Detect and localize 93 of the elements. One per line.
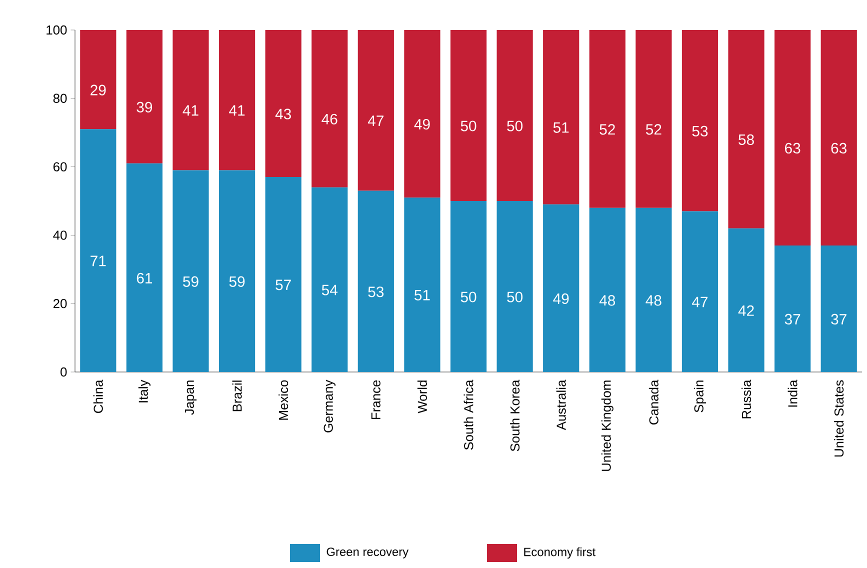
bar <box>172 30 209 170</box>
x-tick-label: South Korea <box>510 380 520 452</box>
data-label: 54 <box>322 284 338 296</box>
bar <box>636 208 672 372</box>
data-label: 41 <box>182 105 198 116</box>
bar <box>126 30 162 164</box>
x-tick-label: Japan <box>184 380 197 415</box>
data-label: 37 <box>784 314 800 325</box>
data-label: 50 <box>507 292 523 302</box>
data-label: 39 <box>136 102 152 112</box>
bar <box>80 30 116 130</box>
y-tick-label: 40 <box>53 230 67 240</box>
data-label: 48 <box>599 295 616 306</box>
data-label: 47 <box>368 116 384 126</box>
bar <box>820 245 857 372</box>
y-tick-label: 0 <box>60 367 67 377</box>
bar <box>450 30 487 201</box>
data-label: 42 <box>738 305 754 316</box>
data-label: 58 <box>738 134 754 145</box>
bar <box>312 30 348 188</box>
bar <box>312 187 348 372</box>
bar <box>589 208 626 372</box>
data-label: 59 <box>183 276 198 287</box>
bar <box>543 30 580 204</box>
bar <box>728 30 764 228</box>
bar <box>80 129 116 372</box>
bar <box>218 170 256 372</box>
bar <box>265 30 302 178</box>
x-tick-label: World <box>417 380 427 414</box>
x-tick-label: Mexico <box>278 380 288 420</box>
data-label: 52 <box>600 124 615 135</box>
bar <box>774 245 811 372</box>
x-tick-label: United Kingdom <box>601 380 614 471</box>
data-label: 50 <box>460 292 476 302</box>
data-label: 51 <box>553 122 569 133</box>
bar <box>728 228 764 372</box>
bar <box>636 30 672 208</box>
data-label: 53 <box>692 126 708 136</box>
y-tick-label: 80 <box>53 94 67 103</box>
y-tick-label: 100 <box>46 25 67 35</box>
data-label: 41 <box>229 105 245 116</box>
bar <box>404 30 440 198</box>
data-label: 49 <box>414 118 430 130</box>
x-tick-label: Italy <box>138 380 150 402</box>
data-label: 46 <box>322 114 338 124</box>
x-tick-label: Russia <box>742 380 752 418</box>
data-label: 37 <box>831 314 846 325</box>
x-tick-label: South Africa <box>464 380 474 450</box>
x-tick-label: Spain <box>694 380 706 412</box>
data-label: 53 <box>368 286 384 298</box>
data-label: 57 <box>276 280 291 290</box>
data-label: 59 <box>229 276 245 287</box>
bar <box>496 30 533 201</box>
x-tick-label: United States <box>834 380 844 457</box>
data-label: 29 <box>90 84 106 96</box>
x-tick-label: Canada <box>648 380 658 424</box>
y-tick-label: 60 <box>53 162 67 172</box>
x-tick-label: India <box>788 380 798 407</box>
data-label: 50 <box>460 120 476 132</box>
data-label: 63 <box>785 142 800 154</box>
data-label: 49 <box>553 293 569 304</box>
x-tick-label: Australia <box>556 380 566 430</box>
data-label: 63 <box>831 142 847 154</box>
x-tick-label: Germany <box>324 380 336 432</box>
bar <box>820 30 857 246</box>
bar <box>218 30 256 170</box>
bar <box>172 170 209 372</box>
bar <box>774 30 811 246</box>
bar <box>682 211 718 372</box>
bar <box>543 204 580 372</box>
data-label: 47 <box>692 296 708 308</box>
data-label: 71 <box>90 256 106 266</box>
bar <box>682 30 718 212</box>
bar <box>450 200 487 372</box>
bar <box>358 30 394 191</box>
bar <box>496 200 533 372</box>
legend-label: Green recovery <box>326 548 409 558</box>
legend-label: Economy first <box>524 547 596 559</box>
x-tick-label: France <box>371 380 380 420</box>
data-label: 50 <box>507 120 523 132</box>
bar <box>358 190 394 372</box>
x-tick-label: Brazil <box>232 380 242 412</box>
x-tick-label: China <box>93 380 103 413</box>
data-label: 48 <box>646 295 662 306</box>
bar <box>404 198 440 372</box>
data-label: 61 <box>136 272 152 284</box>
bar <box>589 30 626 208</box>
data-label: 52 <box>646 124 662 135</box>
data-label: 51 <box>414 290 430 300</box>
bar <box>265 177 302 372</box>
y-tick-label: 20 <box>53 299 67 308</box>
data-label: 43 <box>275 108 291 120</box>
bar <box>126 163 162 372</box>
